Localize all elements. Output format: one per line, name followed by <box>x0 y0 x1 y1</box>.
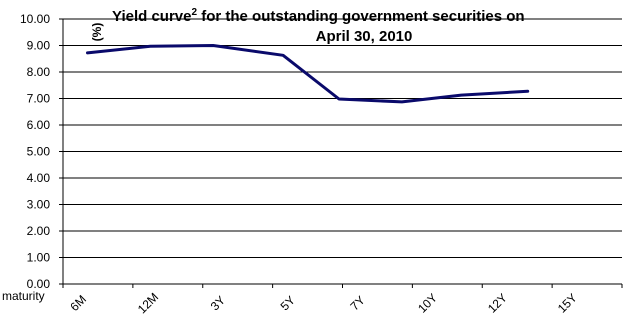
x-tick-label: 3Y <box>208 293 228 313</box>
y-axis-label: (%) <box>90 23 104 42</box>
chart-title-rest: for the outstanding government securitie… <box>197 8 525 25</box>
x-tick-label: 12Y <box>485 291 510 316</box>
y-tick-label: 7.00 <box>27 92 51 106</box>
series-line <box>86 44 530 104</box>
y-tick-label: 3.00 <box>27 198 51 212</box>
y-tick-label: 1.00 <box>27 251 51 265</box>
y-tick-label: 5.00 <box>27 145 51 159</box>
gridlines <box>63 18 622 258</box>
x-tick-label: 7Y <box>348 293 368 313</box>
x-tick-label: 6M <box>67 292 89 314</box>
x-tick-label: 12M <box>135 290 161 316</box>
y-tick-labels: 0.00 1.00 2.00 3.00 4.00 5.00 6.00 7.00 8.00 9.00… <box>20 12 50 291</box>
y-tick-label: 0.00 <box>27 277 51 291</box>
axes <box>59 18 623 288</box>
x-tick-label: 15Y <box>555 291 580 316</box>
x-tick-label: 5Y <box>278 293 298 313</box>
y-tick-label: 9.00 <box>27 39 51 53</box>
y-tick-label: 10.00 <box>20 12 50 26</box>
chart-subtitle: April 30, 2010 <box>316 28 413 45</box>
x-tick-label: 10Y <box>415 291 440 316</box>
y-tick-label: 6.00 <box>27 118 51 132</box>
chart-title-superscript: 2 <box>191 7 197 18</box>
x-tick-labels: 6M 12M 3Y 5Y 7Y 10Y 12Y 15Y <box>67 290 579 316</box>
series-line-path <box>86 44 530 104</box>
x-axis-label: maturity <box>2 289 45 303</box>
y-tick-label: 4.00 <box>27 171 51 185</box>
chart-title: Yield curve2 for the outstanding governm… <box>112 7 525 25</box>
y-tick-label: 8.00 <box>27 65 51 79</box>
chart-title-main: Yield curve <box>112 8 191 25</box>
y-tick-label: 2.00 <box>27 224 51 238</box>
